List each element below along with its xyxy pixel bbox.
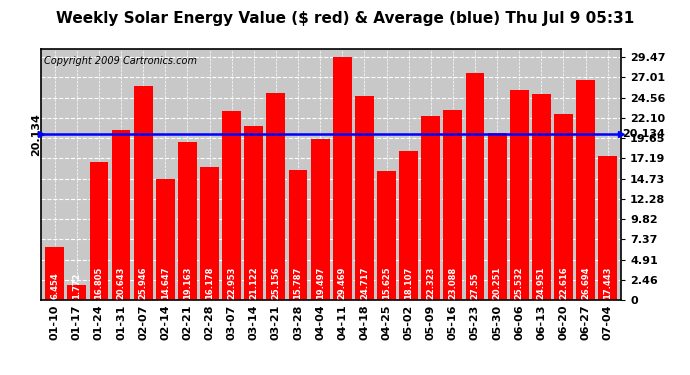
Bar (333, 57, 352, 300)
Text: 20.251: 20.251 (493, 266, 502, 299)
Bar (444, 110, 462, 300)
Text: 22.323: 22.323 (426, 266, 435, 299)
Text: 16.805: 16.805 (95, 266, 103, 299)
Bar (488, 133, 506, 300)
Text: 20.643: 20.643 (117, 266, 126, 299)
Bar (554, 114, 573, 300)
Text: 24.951: 24.951 (537, 266, 546, 299)
Text: 21.122: 21.122 (249, 266, 258, 299)
Bar (112, 130, 130, 300)
Bar (377, 171, 396, 300)
Text: 19.163: 19.163 (183, 266, 192, 299)
Text: 24.717: 24.717 (360, 266, 369, 299)
Text: 25.156: 25.156 (271, 266, 280, 299)
Bar (90, 162, 108, 300)
Bar (288, 170, 308, 300)
Bar (598, 156, 617, 300)
Bar (355, 96, 374, 300)
Text: 16.178: 16.178 (205, 266, 214, 299)
Text: 20.134: 20.134 (31, 113, 41, 156)
Text: 27.55: 27.55 (471, 272, 480, 299)
Bar (576, 80, 595, 300)
Bar (68, 285, 86, 300)
Text: 17.443: 17.443 (603, 266, 612, 299)
Text: 22.616: 22.616 (559, 266, 568, 299)
Text: 25.532: 25.532 (515, 266, 524, 299)
Text: 26.694: 26.694 (581, 266, 590, 299)
Text: 20.134: 20.134 (622, 129, 665, 139)
Bar (244, 126, 263, 300)
Text: 6.454: 6.454 (50, 272, 59, 299)
Bar (156, 179, 175, 300)
Text: 22.953: 22.953 (227, 266, 236, 299)
Text: 25.946: 25.946 (139, 266, 148, 299)
Bar (222, 111, 241, 300)
Text: 14.647: 14.647 (161, 266, 170, 299)
Text: 18.107: 18.107 (404, 267, 413, 299)
Text: 15.625: 15.625 (382, 266, 391, 299)
Text: 1.772: 1.772 (72, 272, 81, 299)
Text: Copyright 2009 Cartronics.com: Copyright 2009 Cartronics.com (44, 56, 197, 66)
Bar (510, 90, 529, 300)
Bar (310, 140, 330, 300)
Bar (178, 142, 197, 300)
Text: 29.469: 29.469 (338, 266, 347, 299)
Text: 15.787: 15.787 (293, 267, 302, 299)
Bar (200, 167, 219, 300)
Bar (266, 93, 285, 300)
Bar (466, 73, 484, 300)
Text: 19.497: 19.497 (315, 267, 324, 299)
Bar (46, 247, 64, 300)
Bar (134, 86, 152, 300)
Bar (400, 151, 418, 300)
Bar (422, 116, 440, 300)
Text: Weekly Solar Energy Value ($ red) & Average (blue) Thu Jul 9 05:31: Weekly Solar Energy Value ($ red) & Aver… (56, 11, 634, 26)
Text: 23.088: 23.088 (448, 267, 457, 299)
Bar (532, 94, 551, 300)
